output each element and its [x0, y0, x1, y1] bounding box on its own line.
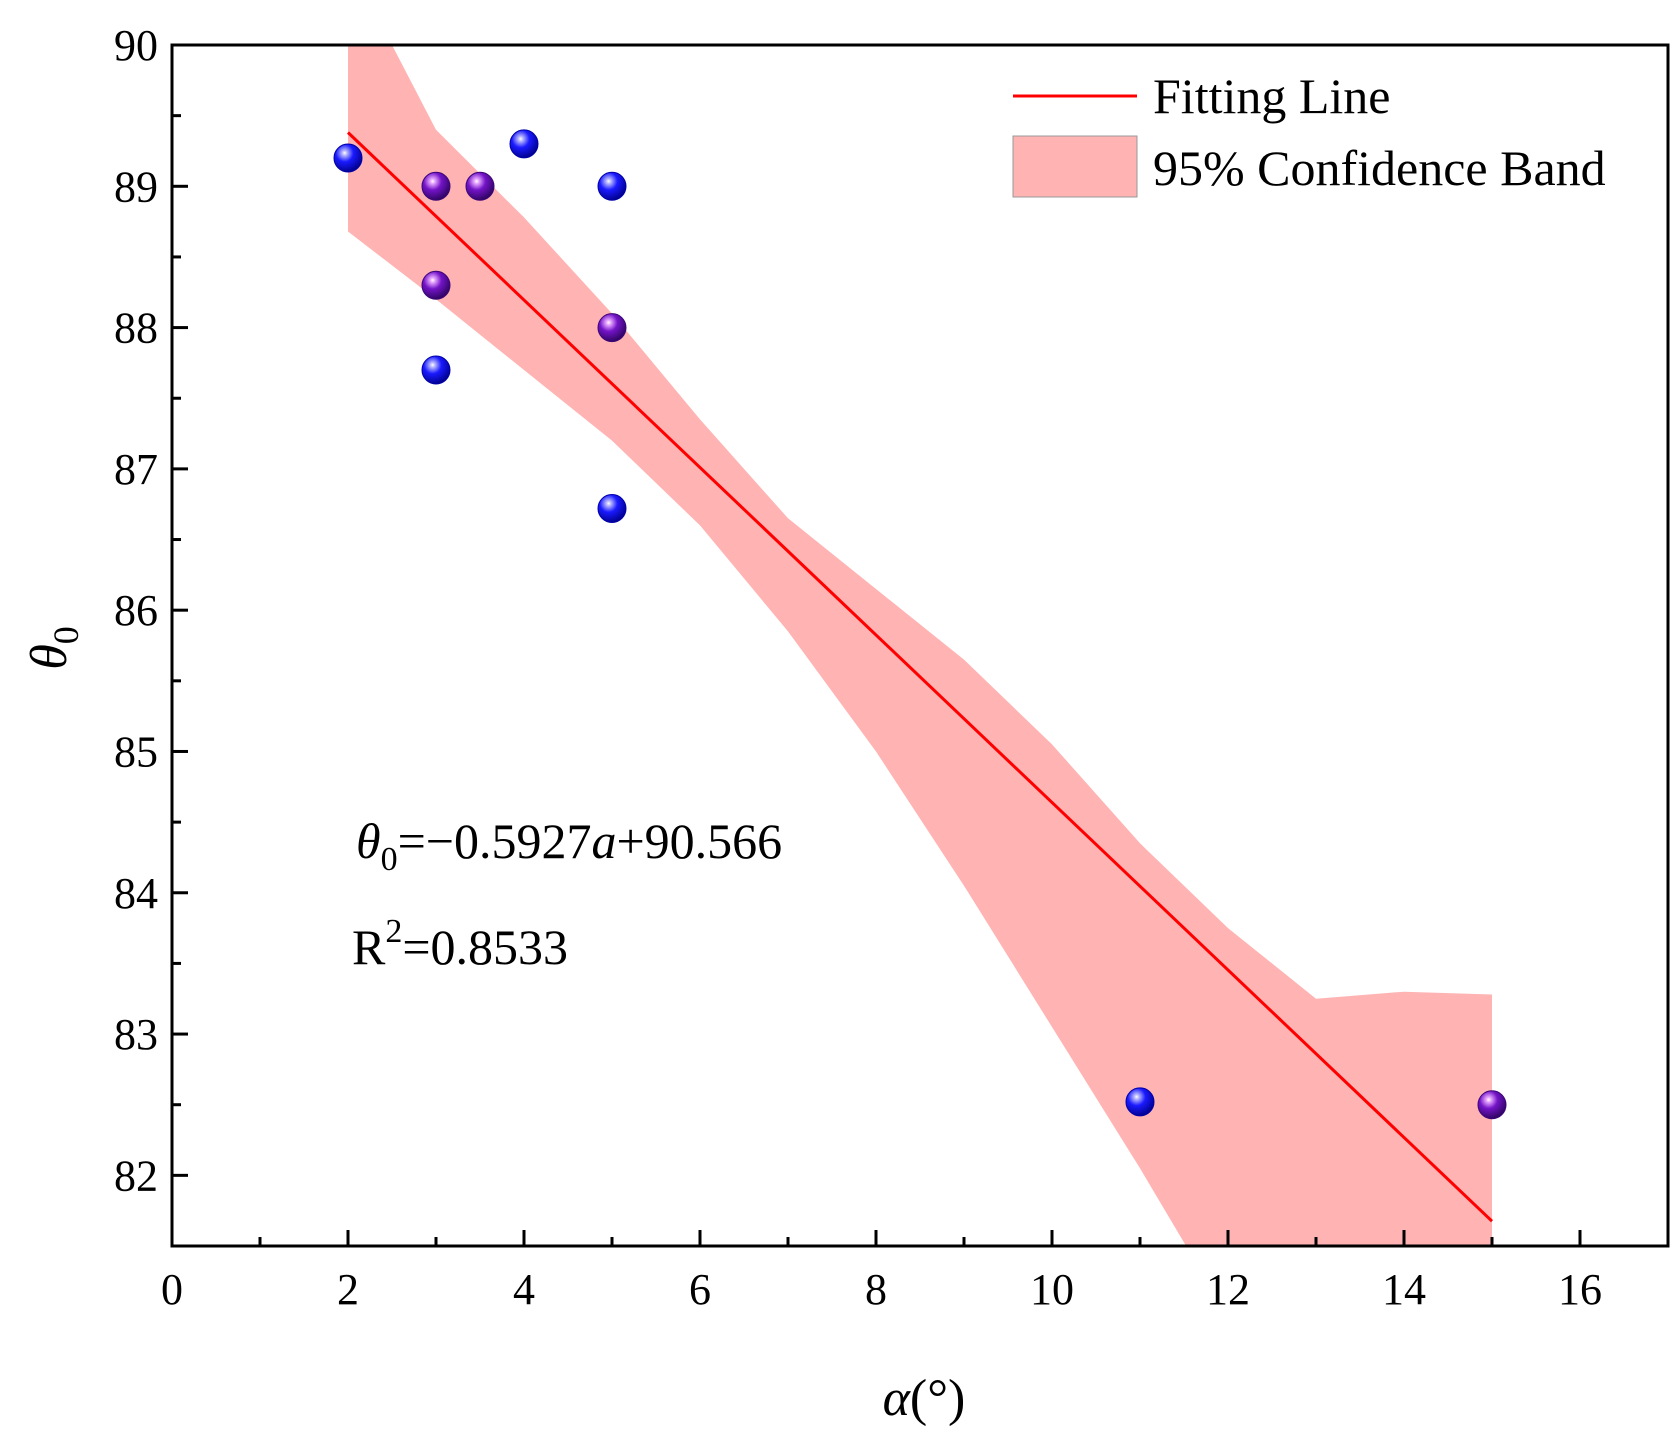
- axis-ticks: [170, 43, 1670, 1246]
- fitting-line: [346, 131, 1494, 1223]
- data-point-3: [421, 355, 451, 385]
- data-point-6: [597, 171, 627, 201]
- x-tick-label-16: 16: [1558, 1265, 1602, 1314]
- y-tick-label-83: 83: [114, 1010, 158, 1059]
- legend-fitting-line-label: Fitting Line: [1153, 68, 1391, 124]
- y-tick-label-87: 87: [114, 445, 158, 494]
- y-tick-label-86: 86: [114, 586, 158, 635]
- confidence-band: [348, 45, 1492, 1246]
- plot-frame: [170, 43, 1670, 1248]
- y-tick-label-88: 88: [114, 304, 158, 353]
- data-point-0: [333, 143, 363, 173]
- data-points-layer: [333, 129, 1507, 1120]
- data-point-2: [421, 270, 451, 300]
- x-axis-title: α(°): [883, 1370, 966, 1427]
- equation-rhs: +90.566: [616, 813, 782, 869]
- legend-confidence-band-swatch: [1012, 135, 1138, 198]
- data-point-8: [597, 493, 627, 523]
- y-tick-label-84: 84: [114, 869, 158, 918]
- y-tick-label-85: 85: [114, 727, 158, 776]
- r-squared: R2=0.8533: [352, 913, 568, 975]
- y-axis-symbol: θ: [21, 644, 78, 670]
- x-axis-symbol: α: [883, 1370, 912, 1427]
- fit-equation: θ0=−0.5927a+90.566: [356, 813, 782, 878]
- r-squared-value: =0.8533: [402, 919, 568, 975]
- data-point-7: [597, 313, 627, 343]
- equation-lhs: θ: [356, 813, 381, 869]
- equation-middle: =−0.5927: [398, 813, 592, 869]
- y-axis-title: θ0: [21, 626, 86, 670]
- data-point-4: [465, 171, 495, 201]
- x-tick-label-8: 8: [865, 1265, 887, 1314]
- x-tick-label-12: 12: [1206, 1265, 1250, 1314]
- x-tick-label-10: 10: [1030, 1265, 1074, 1314]
- axis-tick-labels: 0 2 4 6 8 10 12 14 16 82 83 84 85 86 87 88 89 90: [114, 21, 1602, 1314]
- data-point-5: [509, 129, 539, 159]
- y-axis-subscript: 0: [46, 626, 86, 644]
- data-point-1: [421, 171, 451, 201]
- legend: Fitting Line 95% Confidence Band: [1012, 68, 1606, 198]
- equation-lhs-sub: 0: [381, 841, 398, 878]
- y-tick-label-89: 89: [114, 162, 158, 211]
- y-tick-label-90: 90: [114, 21, 158, 70]
- x-tick-label-2: 2: [337, 1265, 359, 1314]
- fitting-line-layer: [346, 131, 1494, 1223]
- data-point-10: [1477, 1090, 1507, 1120]
- r-squared-sup: 2: [385, 913, 402, 950]
- x-tick-label-4: 4: [513, 1265, 535, 1314]
- legend-confidence-band-label: 95% Confidence Band: [1153, 140, 1606, 196]
- x-tick-label-6: 6: [689, 1265, 711, 1314]
- x-tick-label-0: 0: [161, 1265, 183, 1314]
- y-tick-label-82: 82: [114, 1151, 158, 1200]
- confidence-band-layer: [348, 45, 1492, 1246]
- r-squared-base: R: [352, 919, 386, 975]
- x-tick-label-14: 14: [1382, 1265, 1426, 1314]
- equation-variable: a: [591, 813, 616, 869]
- x-axis-unit: (°): [910, 1370, 965, 1427]
- data-point-9: [1125, 1087, 1155, 1117]
